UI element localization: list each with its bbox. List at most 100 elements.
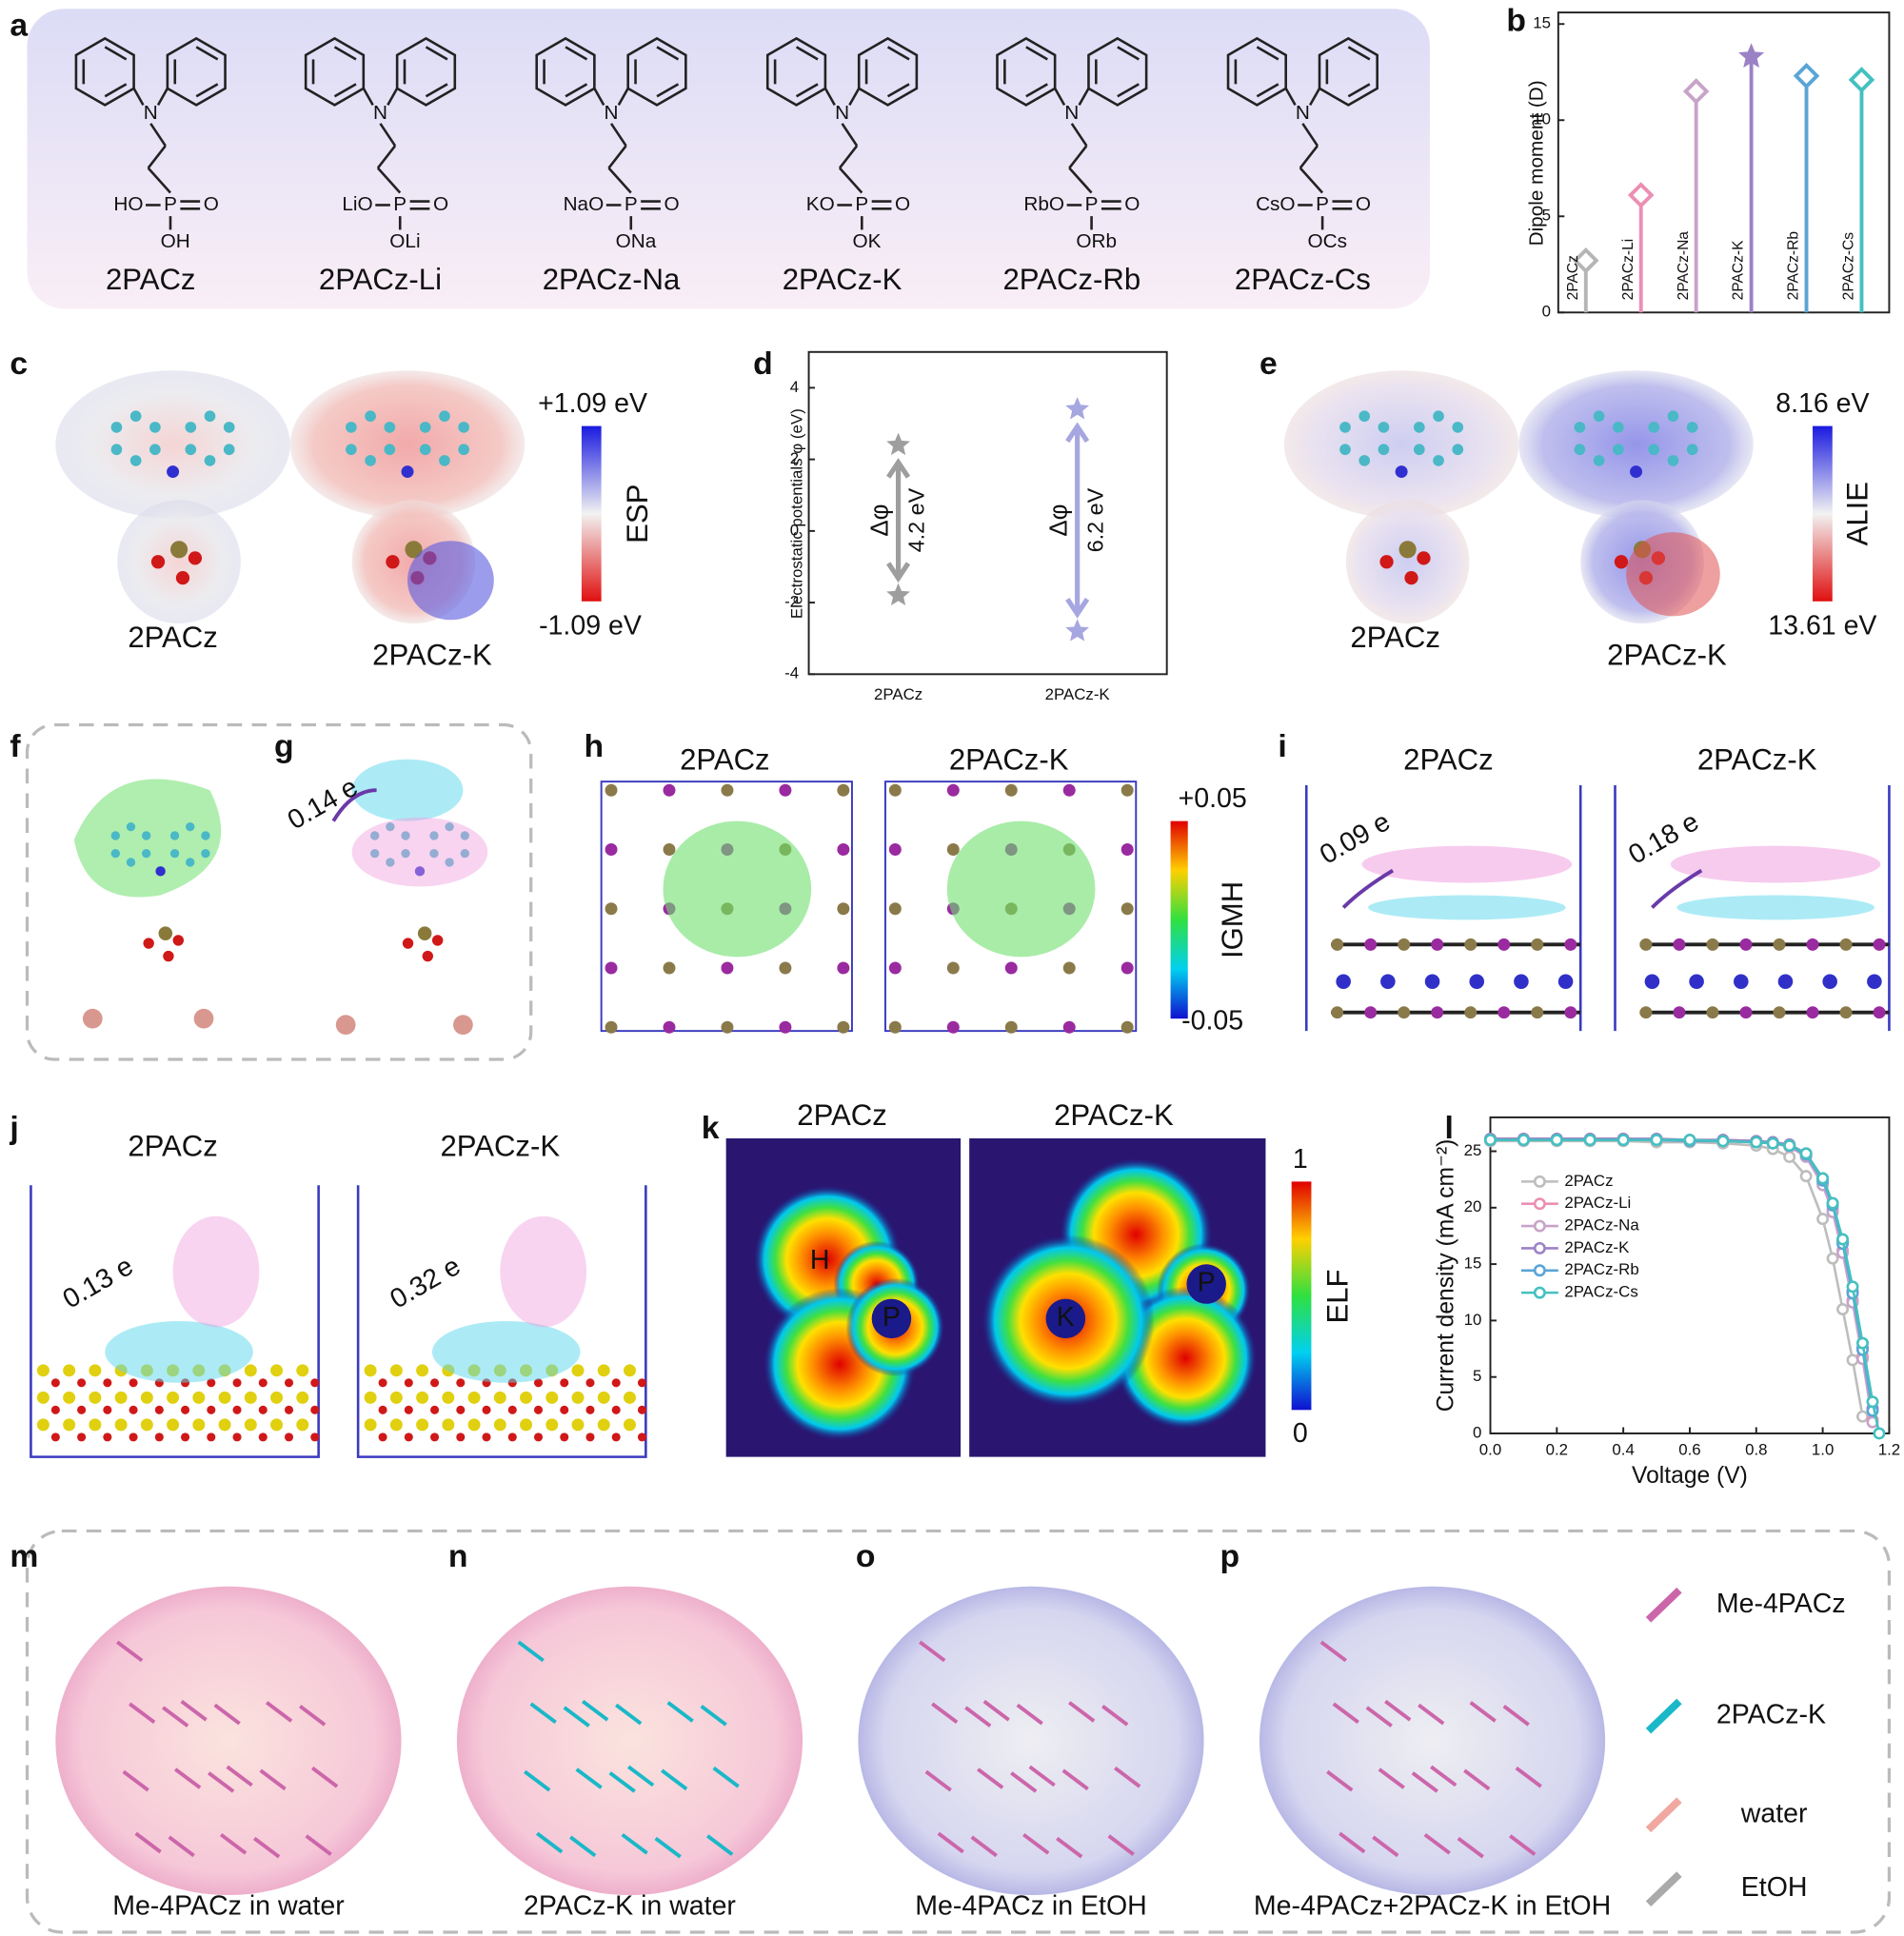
atom — [419, 444, 431, 456]
atom — [1867, 974, 1882, 990]
atom — [1593, 410, 1605, 423]
annotation: 6.2 eV — [1083, 487, 1108, 552]
atom — [605, 783, 618, 797]
atom-label: N — [1064, 102, 1079, 124]
point — [1716, 1135, 1730, 1148]
molecule-stick — [982, 1699, 1010, 1722]
atom — [103, 1378, 112, 1388]
atom — [663, 1020, 676, 1034]
legend-marker — [1533, 1241, 1546, 1254]
aromatic-bond — [886, 83, 910, 98]
atom — [1433, 410, 1444, 423]
aromatic-bond — [656, 83, 680, 98]
point — [1856, 1336, 1869, 1350]
atom — [416, 1391, 429, 1404]
molecule-stick — [1378, 1768, 1405, 1789]
atom — [663, 961, 676, 975]
atom — [1667, 410, 1679, 423]
panel-mnop-frame — [25, 1529, 1892, 1934]
atom — [1531, 938, 1544, 951]
bond — [376, 167, 402, 194]
point — [1816, 1213, 1830, 1226]
molecule-stick — [299, 1705, 327, 1727]
atom — [445, 821, 454, 832]
ring — [304, 36, 366, 107]
legend-marker — [1533, 1264, 1546, 1277]
colorbar-title: ESP — [621, 484, 654, 543]
x-tick-label: 0.6 — [1678, 1441, 1700, 1459]
y-tick-label: 20 — [1464, 1197, 1482, 1215]
molecule-stick — [1365, 1706, 1393, 1728]
panel-fg-frame — [25, 722, 533, 1061]
y-tick-label: 5 — [1542, 207, 1551, 225]
legend-text: 2PACz-Na — [1564, 1216, 1639, 1235]
atom — [284, 1432, 294, 1442]
label: 2PACz-K — [1697, 743, 1817, 777]
atom — [611, 1378, 621, 1388]
atom — [384, 444, 396, 456]
atom — [1062, 1020, 1076, 1034]
bond — [1309, 88, 1321, 107]
bond — [156, 88, 169, 107]
atom — [384, 422, 396, 433]
bond — [149, 123, 167, 147]
aromatic-bond — [1256, 46, 1279, 61]
atom — [533, 1405, 544, 1414]
atom — [270, 1418, 284, 1432]
molecule-stick — [1509, 1834, 1537, 1856]
x-tick-label: 1.2 — [1878, 1441, 1900, 1459]
molecule-stick — [1061, 1768, 1089, 1791]
molecule-stick — [1107, 1834, 1135, 1856]
plot-frame — [807, 350, 1168, 676]
atom — [1364, 1006, 1378, 1019]
atom — [1639, 938, 1653, 951]
atom — [370, 848, 380, 859]
atom — [1777, 974, 1794, 990]
molecule-stick — [627, 1765, 655, 1788]
label: -1.09 eV — [539, 611, 642, 642]
atom — [126, 858, 136, 867]
molecule-name: 2PACz — [106, 263, 196, 296]
atom — [467, 1391, 481, 1404]
caption: Me-4PACz in EtOH — [915, 1891, 1147, 1922]
point — [1750, 1136, 1763, 1149]
molecule-stick — [569, 1835, 597, 1858]
atom — [364, 1364, 377, 1377]
atom — [442, 1391, 455, 1404]
legend-text: 2PACz-Rb — [1564, 1260, 1638, 1278]
atom — [143, 938, 154, 949]
atom — [1497, 938, 1511, 951]
atom — [126, 821, 136, 832]
atom — [270, 1364, 284, 1377]
ring — [626, 36, 687, 107]
atom — [36, 1391, 50, 1404]
aromatic-bond — [656, 46, 680, 61]
aromatic-bond — [1025, 46, 1048, 61]
plot-frame — [1489, 1116, 1891, 1434]
molecule-stick — [919, 1640, 946, 1663]
atom — [310, 1432, 320, 1442]
atom-label: O — [664, 193, 680, 215]
label: 2PACz — [797, 1098, 887, 1132]
arrow-head — [1065, 422, 1090, 444]
y-axis-title: Dipole moment (D) — [1525, 80, 1547, 246]
category-label: 2PACz-Na — [1676, 231, 1692, 301]
atom — [1004, 1020, 1018, 1034]
atom — [1689, 974, 1704, 990]
atom — [378, 1432, 387, 1442]
atom — [585, 1405, 595, 1414]
atom-label: P — [855, 193, 868, 215]
atom — [439, 410, 450, 423]
atom — [1667, 455, 1679, 466]
atom — [207, 1405, 216, 1414]
atom — [1686, 444, 1698, 456]
atom — [637, 1405, 646, 1414]
atom — [1806, 938, 1819, 951]
atom — [141, 831, 151, 840]
molecule-stick — [1463, 1768, 1491, 1791]
y-tick-label: 0 — [790, 521, 799, 539]
atom — [50, 1378, 60, 1388]
atom — [50, 1405, 60, 1414]
atom — [1339, 422, 1351, 433]
aromatic-bond — [1256, 83, 1279, 98]
